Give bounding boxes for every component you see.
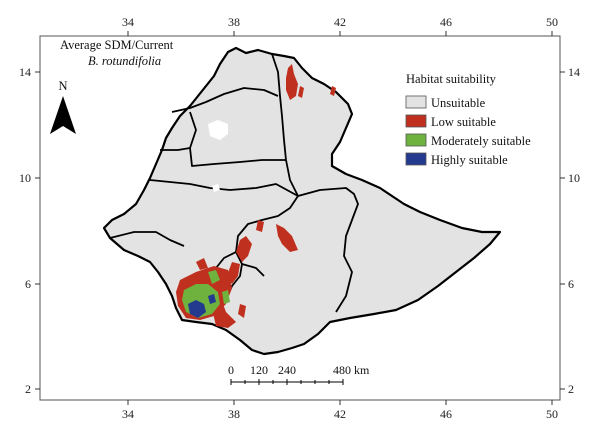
y-tick-left: 10 [19, 171, 31, 185]
x-tick-bottom: 42 [334, 407, 346, 421]
x-tick-top: 46 [440, 15, 452, 29]
y-tick-labels-right: 14 10 6 2 [568, 65, 580, 396]
legend-label-low: Low suitable [431, 115, 496, 129]
y-tick-right: 6 [568, 277, 574, 291]
frame-ticks [35, 31, 565, 405]
map-title: Average SDM/Current [60, 38, 174, 52]
legend-label-unsuitable: Unsuitable [431, 96, 486, 110]
y-tick-right: 14 [568, 65, 580, 79]
legend-label-moderate: Moderately suitable [431, 134, 531, 148]
x-tick-labels-bottom: 34 38 42 46 50 [122, 407, 558, 421]
species-name: B. rotundifolia [88, 54, 161, 68]
y-tick-left: 6 [25, 277, 31, 291]
north-arrow-icon [50, 96, 76, 134]
x-tick-labels-top: 34 38 42 46 50 [122, 15, 558, 29]
legend-swatch-low [405, 114, 427, 128]
x-tick-bottom: 38 [228, 407, 240, 421]
scale-label: 120 [250, 363, 268, 377]
legend-swatch-high [405, 152, 427, 166]
lake [208, 120, 228, 140]
x-tick-top: 42 [334, 15, 346, 29]
legend: Habitat suitability Unsuitable Low suita… [405, 72, 531, 167]
small-lake [212, 184, 220, 192]
y-tick-left: 2 [25, 382, 31, 396]
x-tick-top: 34 [122, 15, 134, 29]
y-tick-right: 2 [568, 382, 574, 396]
y-tick-right: 10 [568, 171, 580, 185]
legend-title: Habitat suitability [406, 72, 497, 86]
x-tick-bottom: 50 [546, 407, 558, 421]
scale-label: 0 [228, 363, 234, 377]
region-boundaries [109, 53, 359, 317]
legend-label-high: Highly suitable [431, 153, 508, 167]
north-label: N [58, 79, 67, 93]
legend-swatch-unsuitable [405, 95, 427, 109]
scale-bar: 0 120 240 480 km [228, 363, 370, 385]
highly-suitable-patches [188, 294, 216, 318]
x-tick-top: 38 [228, 15, 240, 29]
x-tick-bottom: 34 [122, 407, 134, 421]
x-tick-bottom: 46 [440, 407, 452, 421]
y-tick-left: 14 [19, 65, 31, 79]
scale-label: 240 [278, 363, 296, 377]
x-tick-top: 50 [546, 15, 558, 29]
scale-label: 480 km [333, 363, 370, 377]
legend-swatch-moderate [405, 133, 427, 147]
y-tick-labels-left: 14 10 6 2 [19, 65, 31, 396]
